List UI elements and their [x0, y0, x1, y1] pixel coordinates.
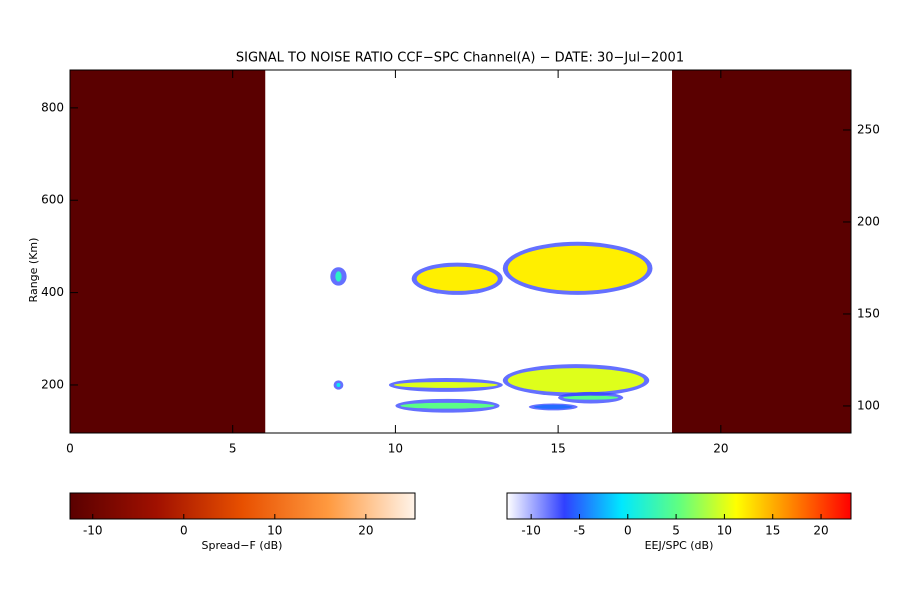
colorbar: [506, 492, 852, 520]
echo: [400, 402, 495, 409]
colorbar-tick-label: 0: [624, 524, 632, 538]
colorbar-tick-label: 10: [717, 524, 732, 538]
plot-frame: [69, 69, 852, 434]
colorbar-tick-label: 15: [765, 524, 780, 538]
echo: [335, 271, 342, 282]
colorbar-tick-label: -10: [83, 524, 103, 538]
echo: [507, 368, 645, 393]
echo: [533, 404, 573, 409]
y2-tick-label: 200: [857, 214, 880, 228]
colorbar-tick-label: 10: [267, 524, 282, 538]
chart-title: SIGNAL TO NOISE RATIO CCF−SPC Channel(A)…: [236, 51, 684, 66]
echo: [336, 382, 341, 387]
colorbar-tick-label: 20: [358, 524, 373, 538]
colorbar-label: Spread−F (dB): [202, 539, 283, 552]
colorbar-label: EEJ/SPC (dB): [645, 539, 714, 552]
colorbar: [69, 492, 416, 520]
y-tick-label: 200: [41, 377, 64, 391]
echo: [416, 266, 498, 291]
y-tick-label: 600: [41, 193, 64, 207]
spread-f-region: [70, 70, 266, 433]
echo: [507, 245, 648, 291]
y2-tick-label: 150: [857, 306, 880, 320]
colorbar-tick-label: -5: [573, 524, 585, 538]
y-axis-label: Range (Km): [27, 238, 40, 303]
x-tick-label: 10: [388, 442, 403, 456]
x-tick-label: 0: [66, 442, 74, 456]
x-tick-label: 20: [713, 442, 728, 456]
colorbar-tick-label: -10: [521, 524, 541, 538]
y-tick-label: 400: [41, 285, 64, 299]
x-tick-label: 5: [229, 442, 237, 456]
y-tick-label: 800: [41, 100, 64, 114]
colorbar-tick-label: 5: [672, 524, 680, 538]
colorbar-tick-label: 20: [813, 524, 828, 538]
echo: [393, 382, 498, 388]
colorbar-tick-label: 0: [180, 524, 188, 538]
spread-f-region: [672, 70, 851, 433]
x-tick-label: 15: [550, 442, 565, 456]
echo: [563, 395, 619, 400]
y2-tick-label: 100: [857, 398, 880, 412]
y2-tick-label: 250: [857, 122, 880, 136]
